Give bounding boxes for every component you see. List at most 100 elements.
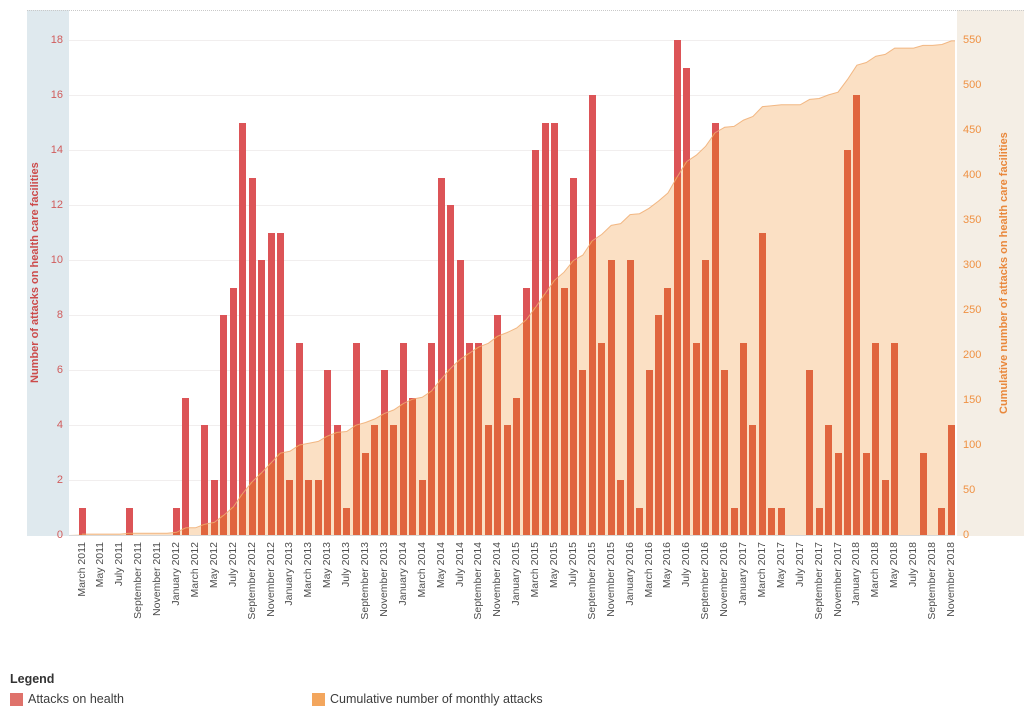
bar[interactable] <box>825 425 832 535</box>
bar[interactable] <box>399 342 407 404</box>
bar[interactable] <box>286 480 294 535</box>
bar[interactable] <box>777 507 785 535</box>
bar[interactable] <box>758 232 766 535</box>
bar[interactable] <box>447 368 454 535</box>
bar[interactable] <box>522 287 530 320</box>
bar[interactable] <box>626 260 634 535</box>
bar[interactable] <box>380 370 388 414</box>
bar[interactable] <box>683 67 691 162</box>
bar[interactable] <box>173 507 180 533</box>
bar[interactable] <box>551 280 558 535</box>
bar[interactable] <box>333 425 341 433</box>
bar[interactable] <box>295 445 303 535</box>
bar[interactable] <box>295 342 303 445</box>
bar[interactable] <box>267 463 275 535</box>
bar[interactable] <box>371 425 379 535</box>
bar[interactable] <box>428 342 436 391</box>
bar[interactable] <box>362 452 369 535</box>
bar[interactable] <box>447 205 454 369</box>
bar[interactable] <box>229 507 237 535</box>
bar[interactable] <box>607 260 615 535</box>
bar[interactable] <box>258 472 265 535</box>
bar[interactable] <box>749 425 757 535</box>
bar[interactable] <box>588 95 596 241</box>
bar[interactable] <box>409 399 417 535</box>
bar[interactable] <box>456 359 464 535</box>
bar[interactable] <box>248 481 256 535</box>
bar[interactable] <box>569 260 577 535</box>
bar[interactable] <box>853 95 861 535</box>
bar[interactable] <box>740 342 747 535</box>
bar[interactable] <box>239 493 247 535</box>
bar[interactable] <box>173 532 180 535</box>
bar[interactable] <box>673 176 681 535</box>
bar[interactable] <box>513 397 521 535</box>
bar[interactable] <box>352 425 360 535</box>
bar[interactable] <box>617 480 625 535</box>
bar[interactable] <box>494 336 502 535</box>
bar[interactable] <box>636 507 643 535</box>
bar[interactable] <box>437 379 445 535</box>
bar[interactable] <box>862 452 870 535</box>
bar[interactable] <box>324 436 332 535</box>
bar[interactable] <box>333 432 341 535</box>
bar[interactable] <box>475 342 483 347</box>
bar[interactable] <box>229 287 237 508</box>
bar[interactable] <box>380 413 388 535</box>
bar[interactable] <box>768 507 776 535</box>
bar[interactable] <box>881 480 889 535</box>
bar[interactable] <box>465 353 473 535</box>
bar[interactable] <box>664 287 672 535</box>
bar[interactable] <box>702 260 710 535</box>
bar[interactable] <box>409 397 417 400</box>
bar[interactable] <box>551 122 558 281</box>
bar[interactable] <box>305 480 313 535</box>
bar[interactable] <box>673 40 681 177</box>
bar[interactable] <box>872 342 880 535</box>
bar[interactable] <box>258 260 265 473</box>
bar[interactable] <box>220 315 228 516</box>
bar[interactable] <box>475 346 483 535</box>
bar[interactable] <box>125 533 133 535</box>
bar[interactable] <box>834 452 842 535</box>
bar[interactable] <box>532 307 540 535</box>
bar[interactable] <box>352 342 360 426</box>
bar[interactable] <box>210 480 218 523</box>
bar[interactable] <box>721 370 729 535</box>
bar[interactable] <box>276 453 284 535</box>
bar[interactable] <box>683 161 691 535</box>
bar[interactable] <box>560 287 568 535</box>
bar[interactable] <box>730 507 738 535</box>
cumulative-area[interactable] <box>69 40 955 536</box>
bar[interactable] <box>711 132 719 535</box>
bar[interactable] <box>220 515 228 535</box>
bar[interactable] <box>343 507 351 535</box>
bar[interactable] <box>541 122 549 294</box>
bar[interactable] <box>437 177 445 380</box>
bar[interactable] <box>569 177 577 261</box>
bar[interactable] <box>806 370 814 535</box>
bar[interactable] <box>182 397 190 528</box>
legend-item-cumulative[interactable]: Cumulative number of monthly attacks <box>312 691 543 707</box>
bar[interactable] <box>645 370 653 535</box>
bar[interactable] <box>503 425 511 535</box>
bar[interactable] <box>201 524 209 535</box>
bar[interactable] <box>248 177 256 482</box>
bar[interactable] <box>239 122 247 494</box>
bar[interactable] <box>494 315 502 337</box>
bar[interactable] <box>579 370 587 535</box>
bar[interactable] <box>210 522 218 535</box>
bar[interactable] <box>201 425 209 525</box>
legend-item-attacks[interactable]: Attacks on health <box>10 691 124 707</box>
bar[interactable] <box>276 232 284 454</box>
bar[interactable] <box>78 507 86 535</box>
bar[interactable] <box>314 480 322 535</box>
bar[interactable] <box>891 342 899 535</box>
bar[interactable] <box>418 480 426 535</box>
bar[interactable] <box>711 122 719 133</box>
bar[interactable] <box>267 232 275 463</box>
bar[interactable] <box>484 425 492 535</box>
bar[interactable] <box>588 240 596 535</box>
bar[interactable] <box>843 150 851 535</box>
bar[interactable] <box>390 425 398 535</box>
